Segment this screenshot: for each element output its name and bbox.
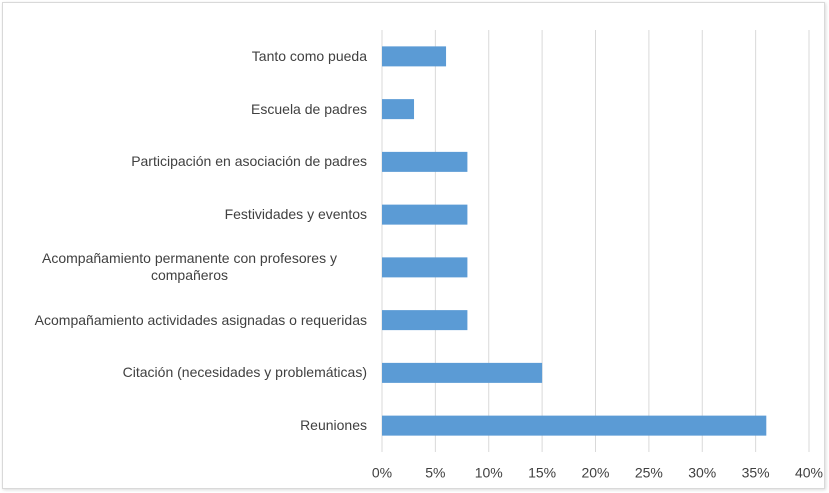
x-tick-label: 40% — [795, 465, 823, 481]
y-tick-label: Acompañamiento actividades asignadas o r… — [34, 311, 367, 328]
x-tick-label: 10% — [475, 465, 503, 481]
category-label-box: Acompañamiento permanente con profesores… — [12, 247, 367, 287]
category-label-box: Reuniones — [12, 406, 367, 446]
category-label-box: Tanto como pueda — [12, 36, 367, 76]
bar — [382, 362, 543, 383]
y-tick-label: Festividades y eventos — [224, 206, 367, 223]
y-tick-label: Tanto como pueda — [251, 47, 367, 64]
x-tick-label: 5% — [425, 465, 445, 481]
category-label-box: Participación en asociación de padres — [12, 142, 367, 182]
category-label-box: Acompañamiento actividades asignadas o r… — [12, 300, 367, 340]
category-label-box: Escuela de padres — [12, 89, 367, 129]
x-tick-label: 20% — [581, 465, 609, 481]
x-tick-label: 0% — [372, 465, 392, 481]
y-tick-label: Acompañamiento permanente con profesores… — [42, 250, 337, 284]
y-tick-label: Participación en asociación de padres — [131, 153, 367, 170]
y-tick-label: Citación (necesidades y problemáticas) — [122, 364, 367, 381]
bar — [382, 151, 468, 172]
bar — [382, 310, 468, 331]
y-tick-label: Escuela de padres — [251, 100, 367, 117]
x-tick-label: 25% — [635, 465, 663, 481]
category-label-box: Citación (necesidades y problemáticas) — [12, 353, 367, 393]
x-tick-label: 30% — [688, 465, 716, 481]
bar — [382, 257, 468, 278]
bar — [382, 204, 468, 225]
bar — [382, 415, 767, 436]
bar — [382, 46, 447, 67]
y-tick-label: Reuniones — [300, 417, 367, 434]
bar — [382, 99, 415, 120]
x-tick-label: 15% — [528, 465, 556, 481]
x-tick-label: 35% — [742, 465, 770, 481]
category-label-box: Festividades y eventos — [12, 195, 367, 235]
